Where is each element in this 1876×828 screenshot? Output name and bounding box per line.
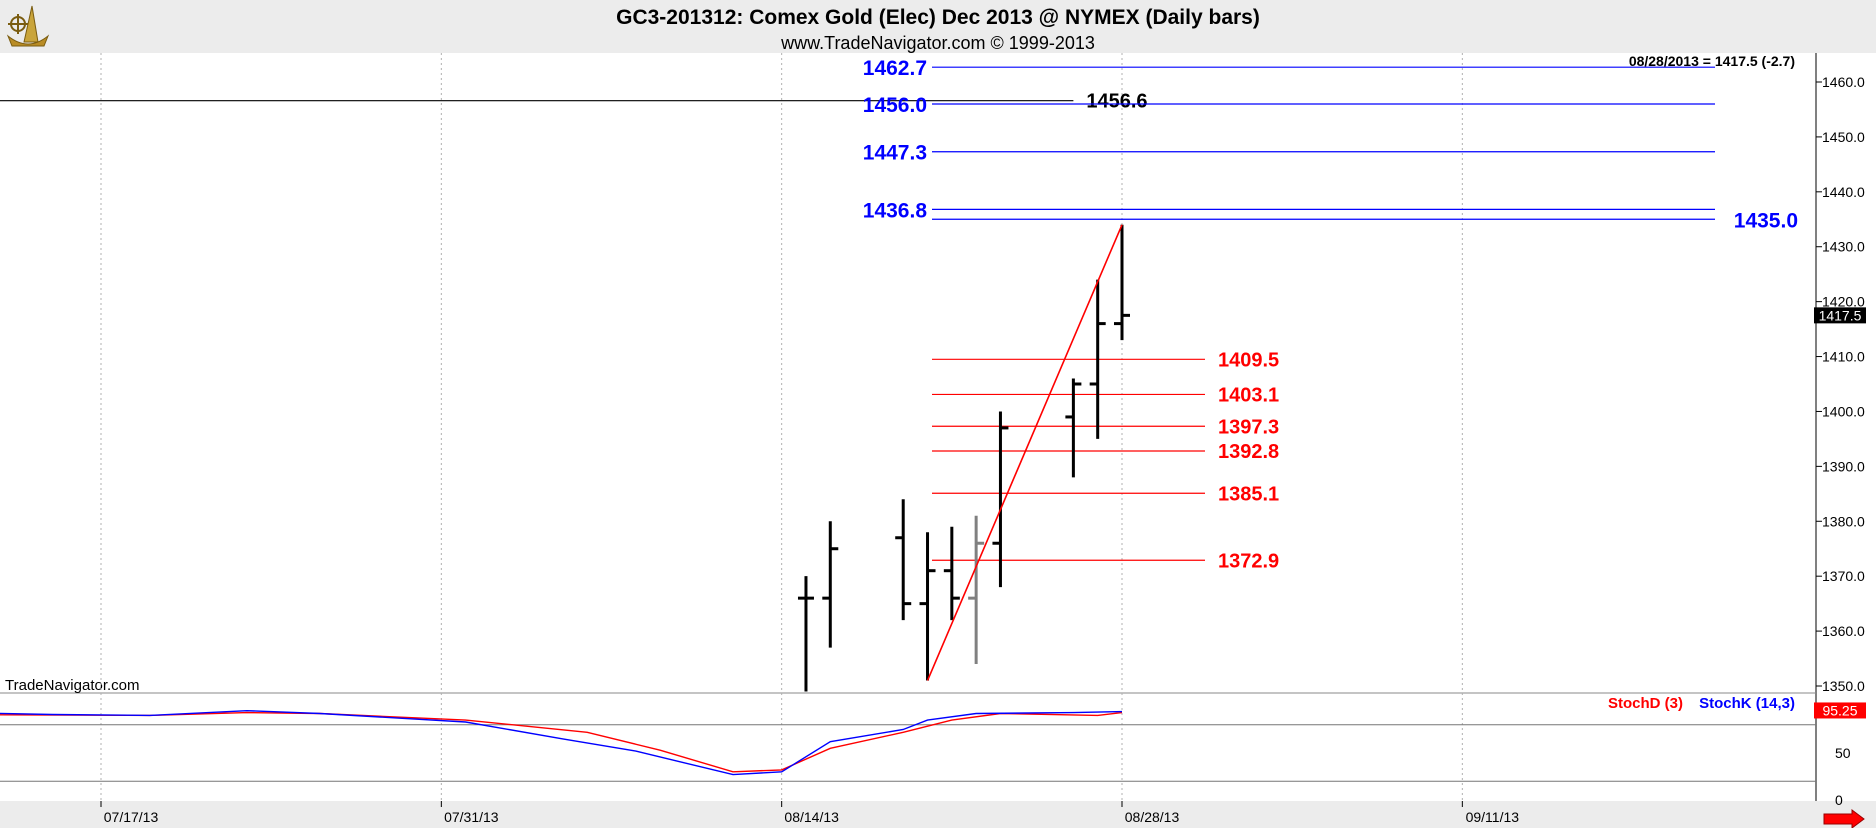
blue-level-label: 1436.8 [863,199,928,222]
red-level-label: 1392.8 [1218,441,1279,463]
ohlc-bar [1089,279,1106,439]
stoch-value-box [1814,702,1866,719]
y-tick-label: 1430.0 [1822,239,1865,255]
date-axis-bar [0,801,1876,828]
stochastic-panel: 50 0 95.25 [0,702,1866,808]
last-price-info: 08/28/2013 = 1417.5 (-2.7) [1629,53,1795,69]
x-tick-label: 08/14/13 [784,809,839,825]
blue-level-label: 1462.7 [863,57,927,80]
y-tick-label: 1450.0 [1822,129,1865,145]
chart-subtitle: www.TradeNavigator.com © 1999-2013 [780,33,1095,53]
y-tick-label: 1350.0 [1822,678,1865,694]
red-level-label: 1397.3 [1218,416,1279,438]
trend-line [926,224,1123,681]
axes: 1460.0 1450.0 1440.0 1430.0 1420.0 1410.0 1400… [100,74,1866,825]
blue-level-label: 1456.0 [863,94,927,117]
level-lines: 1456.6 1462.7 1456.0 1447.3 1436.8 1435.0 1409… [0,57,1798,572]
ohlc-bar [895,499,912,621]
red-level-label: 1403.1 [1218,384,1279,406]
red-level-label: 1385.1 [1218,483,1279,505]
red-level-label: 1372.9 [1218,550,1279,572]
stoch-d-legend: StochD (3) [1608,695,1683,712]
x-tick-label: 08/28/13 [1125,809,1180,825]
blue-level-label: 1435.0 [1734,209,1798,232]
ohlc-bar [797,576,814,692]
stoch-d-line [0,711,1123,773]
red-level-label: 1409.5 [1218,349,1279,371]
y-tick-label: 1370.0 [1822,568,1865,584]
ohlc-bar [822,521,839,648]
y-tick-label: 1400.0 [1822,403,1865,419]
scroll-right-arrow-icon[interactable] [1823,809,1865,828]
stoch-k-line [0,709,1123,776]
ohlc-bar [992,411,1009,588]
watermark: TradeNavigator.com [5,677,140,694]
title-bar [0,0,1876,53]
y-tick-label: 1440.0 [1822,184,1865,200]
ohlc-bar [968,515,985,665]
chart-title: GC3-201312: Comex Gold (Elec) Dec 2013 @… [616,6,1260,29]
plot-area [0,53,1816,693]
blue-level-label: 1447.3 [863,142,927,165]
x-tick-label: 09/11/13 [1466,809,1520,825]
y-tick-label: 1380.0 [1822,513,1865,529]
stoch-k-legend: StochK (14,3) [1699,695,1795,712]
compass-ship-logo-icon [6,5,50,47]
stoch-tick-label: 50 [1835,745,1851,761]
ohlc-bar [943,526,960,621]
ohlc-bars [797,224,1130,692]
ohlc-bar [1114,224,1130,341]
ohlc-bar [919,532,936,681]
stoch-value-label: 95.25 [1822,702,1857,718]
y-tick-label: 1390.0 [1822,458,1865,474]
ohlc-bar [1065,378,1082,478]
last-price-label: 1417.5 [1819,307,1862,323]
y-tick-label: 1360.0 [1822,623,1865,639]
x-tick-label: 07/31/13 [444,809,499,825]
y-tick-label: 1420.0 [1822,294,1865,310]
last-price-box [1814,307,1866,324]
x-tick-label: 07/17/13 [104,809,159,825]
y-tick-label: 1410.0 [1822,349,1865,365]
resistance-label: 1456.6 [1086,91,1147,113]
stoch-tick-label: 0 [1835,792,1843,808]
y-tick-label: 1460.0 [1822,74,1865,90]
